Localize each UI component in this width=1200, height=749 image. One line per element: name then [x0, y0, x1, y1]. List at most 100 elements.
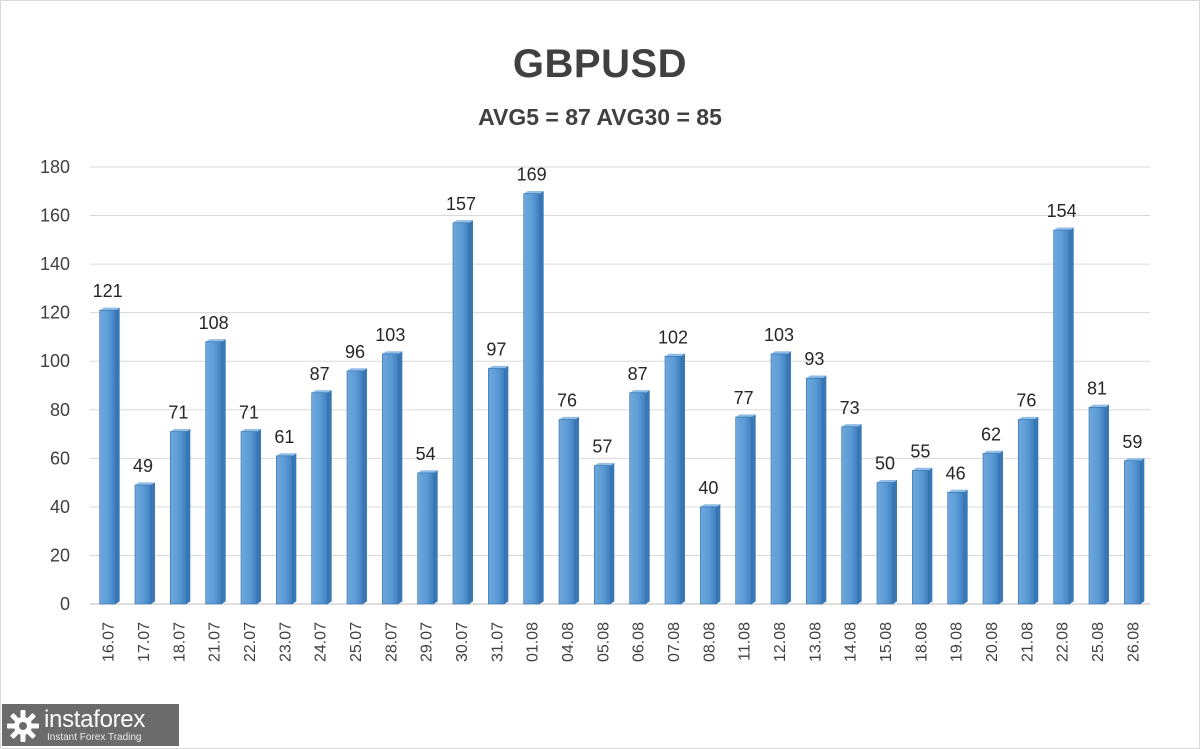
data-label: 76: [557, 390, 577, 410]
y-tick-label: 160: [40, 206, 70, 226]
data-label: 62: [981, 424, 1001, 444]
y-tick-label: 40: [50, 497, 70, 517]
data-label: 97: [486, 340, 506, 360]
bar: [594, 462, 615, 605]
bar: [382, 351, 403, 605]
bar: [417, 470, 438, 605]
data-label: 103: [764, 325, 794, 345]
data-label: 61: [274, 427, 294, 447]
chart-title: GBPUSD: [512, 42, 688, 86]
y-tick-label: 180: [40, 157, 70, 177]
bar: [1018, 416, 1039, 605]
bar: [170, 428, 191, 605]
x-axis: 16.07 17.07 18.07 21.07 22.07 23.07 24.07 25.07…: [101, 622, 1143, 662]
data-label: 40: [698, 478, 718, 498]
x-tick-label: 21.08: [1019, 622, 1036, 662]
x-tick-label: 23.07: [277, 622, 294, 662]
x-tick-label: 04.08: [560, 622, 577, 662]
bar: [452, 220, 473, 605]
bar: [770, 351, 791, 605]
bar: [700, 504, 721, 605]
bar: [982, 450, 1003, 605]
x-tick-label: 14.08: [843, 622, 860, 662]
x-tick-label: 11.08: [737, 622, 754, 661]
data-label: 157: [446, 194, 476, 214]
bar: [1053, 227, 1074, 605]
x-tick-label: 19.08: [949, 622, 966, 662]
data-label: 96: [345, 342, 365, 362]
y-tick-label: 60: [50, 448, 70, 468]
bar: [311, 390, 332, 605]
x-tick-label: 08.08: [701, 622, 718, 662]
x-tick-label: 25.08: [1090, 622, 1107, 662]
x-tick-label: 24.07: [313, 622, 330, 662]
x-tick-label: 05.08: [595, 622, 612, 662]
bar: [629, 390, 650, 605]
y-tick-label: 0: [60, 594, 70, 614]
y-tick-label: 120: [40, 303, 70, 323]
data-label: 121: [93, 281, 123, 301]
bar: [1088, 404, 1109, 605]
x-tick-label: 29.07: [419, 622, 436, 662]
data-label: 73: [840, 398, 860, 418]
grid-lines: [90, 166, 1150, 605]
bar: [735, 414, 756, 605]
bar: [912, 467, 933, 605]
bar: [841, 424, 862, 605]
data-label: 46: [946, 463, 966, 483]
y-tick-label: 20: [50, 545, 70, 565]
data-label: 154: [1047, 201, 1077, 221]
logo-tagline: Instant Forex Trading: [47, 732, 142, 743]
data-label: 102: [658, 327, 688, 347]
gear-icon: [7, 710, 39, 742]
data-label: 87: [628, 364, 648, 384]
x-tick-label: 07.08: [666, 622, 683, 662]
x-tick-label: 20.08: [984, 622, 1001, 662]
bar: [99, 307, 120, 605]
x-tick-label: 31.07: [489, 622, 506, 662]
bar: [240, 428, 261, 605]
data-label: 169: [517, 165, 547, 185]
data-labels: 121 49 71 108 71 61 87 96 103 54 157 97 169 76 57 87 102…: [93, 165, 1143, 498]
y-tick-label: 80: [50, 400, 70, 420]
x-tick-label: 22.07: [242, 622, 259, 662]
data-label: 55: [910, 441, 930, 461]
bar: [1124, 458, 1145, 605]
x-tick-label: 01.08: [525, 622, 542, 662]
x-tick-label: 12.08: [772, 622, 789, 662]
data-label: 108: [199, 313, 229, 333]
x-tick-label: 21.07: [207, 622, 224, 662]
x-tick-label: 17.07: [136, 622, 153, 662]
bars: [99, 191, 1145, 605]
bar: [276, 453, 297, 605]
x-tick-label: 15.08: [878, 622, 895, 662]
bar: [205, 339, 226, 605]
bar: [346, 368, 367, 605]
y-tick-label: 140: [40, 254, 70, 274]
data-label: 54: [416, 444, 436, 464]
data-label: 71: [239, 403, 259, 423]
x-tick-label: 25.07: [348, 622, 365, 662]
x-tick-label: 18.07: [171, 622, 188, 662]
instaforex-logo: instaforex Instant Forex Trading: [2, 704, 179, 746]
data-label: 57: [592, 437, 612, 457]
bar: [947, 489, 968, 605]
bar: [488, 365, 509, 605]
data-label: 71: [168, 403, 188, 423]
data-label: 49: [133, 456, 153, 476]
bar: [523, 191, 544, 605]
x-tick-label: 22.08: [1055, 622, 1072, 662]
x-tick-label: 28.07: [383, 622, 400, 662]
logo-name: instaforex: [44, 706, 146, 733]
data-label: 93: [804, 349, 824, 369]
bar: [558, 416, 579, 605]
y-tick-label: 100: [40, 351, 70, 371]
data-label: 76: [1016, 390, 1036, 410]
x-tick-label: 16.07: [101, 622, 118, 662]
x-tick-label: 18.08: [913, 622, 930, 662]
bar: [664, 353, 685, 605]
data-label: 103: [375, 325, 405, 345]
data-label: 59: [1122, 432, 1142, 452]
